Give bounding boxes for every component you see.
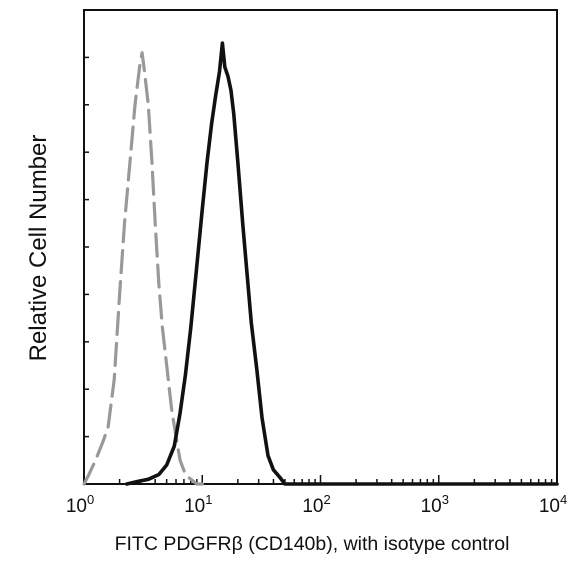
x-tick-label: 104 (539, 492, 567, 517)
x-tick-label: 102 (302, 492, 330, 517)
series-layer (82, 41, 559, 486)
y-axis-ticks (84, 56, 89, 438)
x-axis-label: FITC PDGFRβ (CD140b), with isotype contr… (115, 533, 510, 555)
plot-frame (83, 9, 558, 485)
x-tick-label: 100 (66, 492, 94, 517)
isotype-control-line (82, 51, 204, 486)
x-axis-ticks (83, 475, 558, 484)
x-tick-label: 103 (421, 492, 449, 517)
sample-line (125, 41, 559, 486)
y-axis-label: Relative Cell Number (25, 135, 52, 362)
x-tick-label: 101 (184, 492, 212, 517)
x-axis-tick-labels: 100 101 102 103 104 (66, 492, 567, 517)
